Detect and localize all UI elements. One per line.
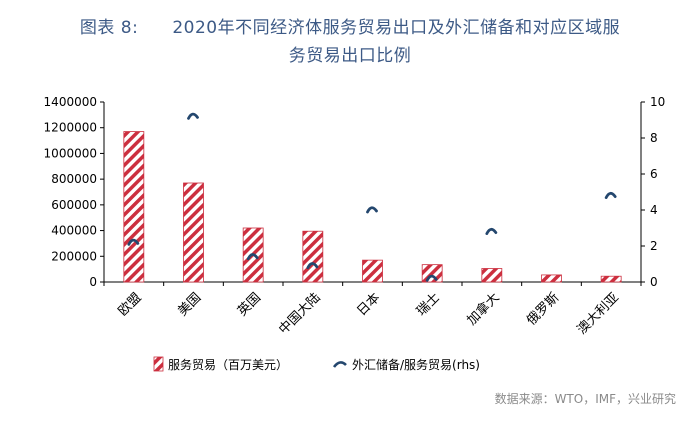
right-tick-label: 10 bbox=[650, 95, 665, 109]
title-line-2: 务贸易出口比例 bbox=[288, 46, 412, 66]
bar-日本 bbox=[362, 259, 383, 283]
bar-瑞士 bbox=[421, 264, 443, 283]
bar-加拿大 bbox=[481, 268, 503, 283]
right-tick-label: 6 bbox=[650, 167, 658, 181]
right-tick-label: 0 bbox=[650, 275, 658, 289]
left-tick-label: 200000 bbox=[51, 249, 97, 263]
legend-bar-label: 服务贸易（百万美元） bbox=[168, 357, 288, 372]
right-tick-label: 8 bbox=[650, 131, 658, 145]
marker-澳大利亚 bbox=[604, 191, 617, 199]
category-label: 欧盟 bbox=[116, 290, 145, 319]
category-label: 瑞士 bbox=[414, 290, 443, 319]
bar-俄罗斯 bbox=[541, 274, 562, 283]
legend-marker-icon bbox=[332, 361, 347, 368]
category-label: 中国大陆 bbox=[276, 290, 324, 338]
left-tick-label: 1200000 bbox=[44, 121, 97, 135]
marker-美国 bbox=[187, 112, 199, 120]
category-label: 加拿大 bbox=[464, 290, 503, 329]
marker-瑞士 bbox=[425, 274, 438, 282]
marker-中国大陆 bbox=[306, 262, 319, 270]
category-label: 俄罗斯 bbox=[524, 290, 562, 328]
legend-bar-swatch bbox=[153, 356, 164, 372]
left-tick-label: 1000000 bbox=[44, 146, 97, 160]
right-tick-label: 4 bbox=[650, 203, 658, 217]
marker-加拿大 bbox=[485, 227, 498, 235]
bar-美国 bbox=[183, 182, 204, 283]
category-label: 澳大利亚 bbox=[574, 290, 622, 338]
chart-title: 图表 8: 2020年不同经济体服务贸易出口及外汇储备和对应区域服 务贸易出口比例 bbox=[0, 14, 700, 70]
marker-日本 bbox=[366, 206, 378, 214]
left-tick-label: 600000 bbox=[51, 198, 97, 212]
marker-欧盟 bbox=[127, 238, 140, 246]
category-label: 英国 bbox=[235, 290, 264, 319]
left-tick-label: 0 bbox=[89, 275, 97, 289]
right-tick-label: 2 bbox=[650, 239, 658, 253]
legend-marker-label: 外汇储备/服务贸易(rhs) bbox=[352, 357, 480, 372]
left-tick-label: 400000 bbox=[51, 224, 97, 238]
category-label: 美国 bbox=[175, 290, 204, 319]
bar-欧盟 bbox=[123, 131, 145, 283]
category-label: 日本 bbox=[354, 290, 383, 319]
bar-澳大利亚 bbox=[600, 275, 622, 283]
bar-中国大陆 bbox=[302, 230, 324, 283]
title-line-1: 2020年不同经济体服务贸易出口及外汇储备和对应区域服 bbox=[172, 18, 621, 38]
left-tick-label: 1400000 bbox=[44, 95, 97, 109]
left-tick-label: 800000 bbox=[51, 172, 97, 186]
figure-number: 图表 8: bbox=[79, 18, 139, 38]
source-note: 数据来源：WTO，IMF，兴业研究 bbox=[494, 392, 676, 406]
marker-英国 bbox=[246, 253, 259, 261]
